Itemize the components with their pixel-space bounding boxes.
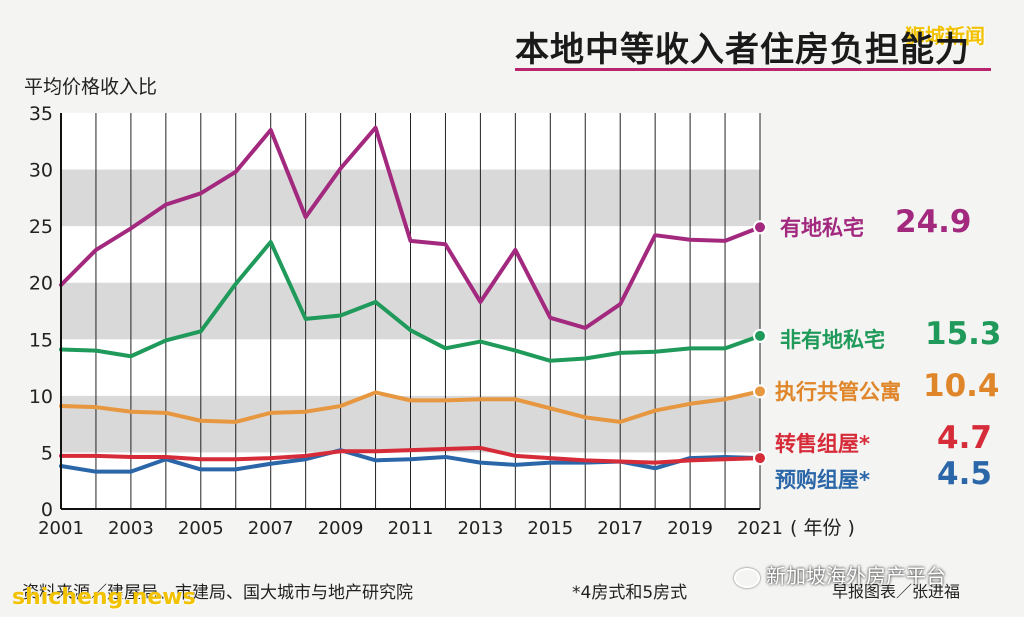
- series-line-1: [59, 239, 762, 363]
- footer-credit: 早报图表／张进福: [832, 582, 961, 601]
- legend-value-landed: 24.9: [895, 204, 972, 240]
- legend-name-resale: 转售组屋*: [775, 432, 870, 456]
- legend-name-bto: 预购组屋*: [775, 468, 870, 492]
- wechat-watermark: 新加坡海外房产平台: [734, 560, 946, 589]
- x-tick-label: 2021: [737, 518, 783, 539]
- series-line-0: [59, 125, 762, 330]
- series-lines: [59, 125, 767, 474]
- x-tick-label: 2009: [318, 518, 364, 539]
- y-tick-label: 20: [29, 273, 53, 295]
- wechat-text: 新加坡海外房产平台: [766, 564, 946, 588]
- legend-name-landed: 有地私宅: [780, 216, 864, 240]
- legend-item-bto: 预购组屋* 4.5: [775, 456, 992, 494]
- y-tick-label: 35: [29, 103, 53, 125]
- legend-item-nonlanded: 非有地私宅 15.3: [780, 316, 1002, 354]
- y-tick-labels: 0 5 10 15 20 25 30 35: [29, 103, 53, 521]
- y-tick-label: 30: [29, 160, 53, 182]
- legend-item-resale: 转售组屋* 4.7: [775, 420, 992, 458]
- watermark-top: 狮城新闻: [905, 24, 985, 48]
- legend-value-ec: 10.4: [923, 368, 1000, 404]
- y-tick-label: 5: [41, 442, 53, 464]
- legend-item-ec: 执行共管公寓 10.4: [775, 368, 1000, 406]
- legend-name-ec: 执行共管公寓: [775, 380, 901, 404]
- y-axis-label: 平均价格收入比: [24, 76, 158, 98]
- series-line-3: [59, 445, 762, 465]
- series-end-marker-3: [753, 451, 767, 466]
- y-tick-label: 10: [29, 386, 53, 408]
- chart-title: 本地中等收入者住房负担能力: [515, 30, 970, 70]
- legend-value-resale: 4.7: [937, 420, 992, 456]
- y-tick-label: 15: [29, 329, 53, 351]
- series-end-marker-0: [753, 220, 767, 235]
- series-line-2: [59, 389, 762, 424]
- x-tick-label: 2011: [388, 518, 434, 539]
- x-axis-unit-label: ( 年份 ): [790, 517, 855, 539]
- watermark-bottom: shicheng.news: [12, 585, 196, 610]
- series-end-marker-2: [753, 384, 767, 399]
- footer-note: *4房式和5房式: [572, 583, 688, 603]
- title-underline: [515, 68, 991, 71]
- x-tick-label: 2001: [38, 518, 84, 539]
- x-tick-label: 2003: [108, 518, 154, 539]
- axes: [60, 113, 760, 510]
- x-tick-label: 2005: [178, 518, 224, 539]
- legend-name-nonlanded: 非有地私宅: [780, 328, 885, 352]
- x-tick-label: 2017: [597, 518, 643, 539]
- legend-value-nonlanded: 15.3: [925, 316, 1002, 352]
- legend-item-landed: 有地私宅 24.9: [780, 204, 972, 242]
- series-end-marker-1: [753, 328, 767, 343]
- x-tick-label: 2013: [457, 518, 503, 539]
- wechat-icon: [734, 567, 760, 588]
- x-tick-label: 2007: [248, 518, 294, 539]
- legend-value-bto: 4.5: [937, 456, 992, 492]
- series-line-4: [59, 448, 762, 474]
- x-tick-labels: 2001 2003 2005 2007 2009 2011 2013 2015 2017 2019…: [38, 518, 783, 539]
- x-tick-label: 2019: [667, 518, 713, 539]
- footer-source: 资料来源／建屋局、市建局、国大城市与地产研究院: [22, 583, 413, 603]
- y-tick-label: 0: [41, 499, 53, 521]
- x-tick-label: 2015: [527, 518, 573, 539]
- y-tick-label: 25: [29, 216, 53, 238]
